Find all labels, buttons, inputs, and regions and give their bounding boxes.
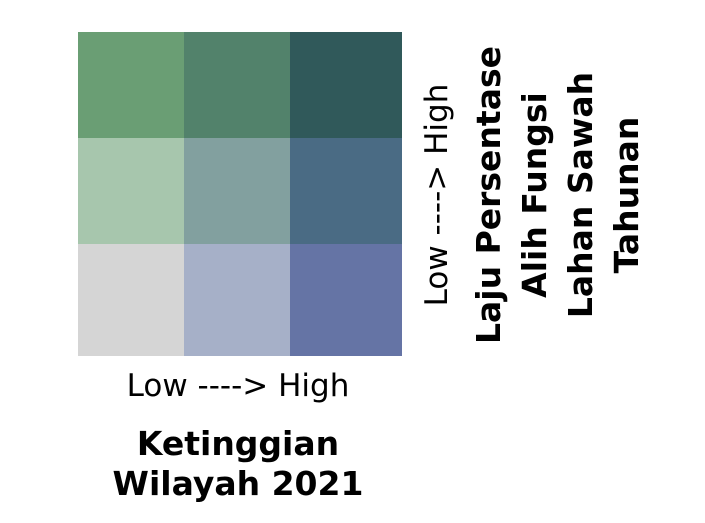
legend-cell-y-mid-x-high [290, 138, 402, 244]
x-axis-range-label: Low ----> High [126, 368, 350, 404]
legend-cell-y-mid-x-low [78, 138, 184, 244]
x-axis-title: Ketinggian Wilayah 2021 [78, 424, 398, 504]
y-axis-title-line-2: Alih Fungsi [515, 92, 554, 298]
legend-cell-y-low-x-high [290, 244, 402, 356]
y-axis-title-line-3: Lahan Sawah [561, 71, 600, 319]
legend-cell-y-mid-x-mid [184, 138, 290, 244]
legend-cell-y-low-x-mid [184, 244, 290, 356]
legend-cell-y-low-x-low [78, 244, 184, 356]
x-axis-title-line-2: Wilayah 2021 [112, 464, 364, 503]
bivariate-legend-grid [78, 32, 402, 356]
y-axis-title-line-4: Tahunan [607, 116, 646, 274]
legend-cell-y-high-x-low [78, 32, 184, 138]
y-axis-range-label: Low ----> High [419, 83, 455, 307]
x-axis-title-line-1: Ketinggian [136, 424, 340, 463]
legend-cell-y-high-x-high [290, 32, 402, 138]
legend-cell-y-high-x-mid [184, 32, 290, 138]
y-axis-title-line-1: Laju Persentase [469, 46, 508, 345]
y-axis-title: Laju Persentase Alih Fungsi Lahan Sawah … [466, 5, 650, 385]
